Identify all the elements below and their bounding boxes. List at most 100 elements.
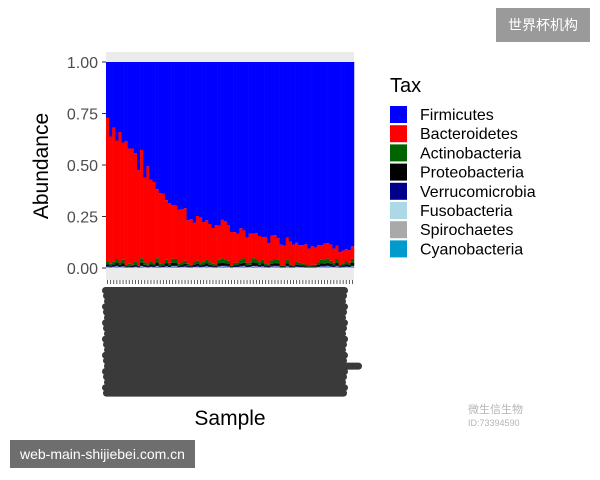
bar-segment-actinobacteria bbox=[177, 263, 181, 266]
bar-segment-verrucomicrobia bbox=[239, 265, 243, 267]
bar-segment-verrucomicrobia bbox=[127, 266, 132, 268]
bar-sample bbox=[192, 62, 197, 268]
bar-sample bbox=[301, 62, 305, 268]
bar-sample bbox=[264, 62, 268, 268]
x-tick-labels bbox=[102, 280, 362, 397]
bar-segment-actinobacteria bbox=[267, 264, 271, 267]
bar-segment-verrucomicrobia bbox=[140, 265, 144, 267]
bar-segment-firmicutes bbox=[307, 62, 311, 249]
bar-segment-bacteroidetes bbox=[127, 148, 132, 264]
bar-segment-actinobacteria bbox=[236, 262, 240, 266]
bar-segment-actinobacteria bbox=[292, 265, 296, 267]
bar-segment-firmicutes bbox=[112, 62, 116, 128]
bar-segment-bacteroidetes bbox=[192, 222, 197, 263]
bar-segment-actinobacteria bbox=[140, 258, 144, 263]
bar-segment-firmicutes bbox=[239, 62, 243, 229]
bar-sample bbox=[223, 62, 228, 268]
legend-label: Verrucomicrobia bbox=[420, 184, 536, 201]
legend-label: Spirochaetes bbox=[420, 222, 513, 239]
bar-segment-proteobacteria bbox=[180, 265, 184, 267]
bar-sample bbox=[217, 62, 221, 268]
bar-segment-actinobacteria bbox=[208, 262, 212, 265]
bar-segment-actinobacteria bbox=[329, 260, 333, 265]
x-tick-label-overlap bbox=[104, 346, 346, 354]
bar-segment-firmicutes bbox=[350, 62, 355, 247]
bar-segment-firmicutes bbox=[233, 62, 237, 233]
bar-segment-proteobacteria bbox=[292, 266, 296, 268]
bar-segment-firmicutes bbox=[109, 62, 113, 137]
bar-segment-fusobacteria bbox=[217, 266, 221, 268]
bar-segment-firmicutes bbox=[180, 62, 184, 210]
x-tick-label-overlap bbox=[103, 324, 347, 332]
bar-segment-firmicutes bbox=[279, 62, 283, 245]
bar-segment-verrucomicrobia bbox=[341, 266, 345, 268]
bar-sample bbox=[304, 62, 308, 268]
bar-segment-verrucomicrobia bbox=[223, 265, 228, 267]
bar-segment-actinobacteria bbox=[220, 258, 225, 263]
bar-segment-firmicutes bbox=[127, 62, 132, 149]
bar-segment-verrucomicrobia bbox=[180, 266, 184, 268]
bar-segment-verrucomicrobia bbox=[133, 266, 138, 267]
bar-segment-fusobacteria bbox=[223, 266, 228, 268]
bar-segment-bacteroidetes bbox=[267, 243, 271, 265]
bar-segment-actinobacteria bbox=[304, 264, 308, 267]
bar-segment-bacteroidetes bbox=[257, 235, 262, 263]
bar-segment-proteobacteria bbox=[341, 265, 345, 267]
bar-sample bbox=[208, 62, 212, 268]
bar-segment-verrucomicrobia bbox=[236, 266, 240, 268]
x-tick-label-overlap bbox=[102, 384, 348, 392]
bar-segment-bacteroidetes bbox=[140, 149, 144, 259]
bar-segment-actinobacteria bbox=[282, 265, 287, 267]
bar-segment-actinobacteria bbox=[307, 265, 311, 267]
bar-segment-actinobacteria bbox=[174, 258, 178, 264]
bar-sample bbox=[140, 62, 144, 268]
bar-segment-firmicutes bbox=[323, 62, 327, 244]
bar-segment-proteobacteria bbox=[195, 264, 200, 266]
bar-sample bbox=[106, 62, 110, 268]
bar-segment-proteobacteria bbox=[332, 265, 336, 267]
bar-segment-actinobacteria bbox=[137, 265, 141, 267]
bar-segment-bacteroidetes bbox=[285, 237, 290, 260]
bar-segment-firmicutes bbox=[140, 62, 144, 150]
bar-segment-verrucomicrobia bbox=[211, 266, 215, 268]
bar-sample bbox=[319, 62, 324, 268]
bar-segment-bacteroidetes bbox=[137, 170, 141, 266]
bar-sample bbox=[316, 62, 321, 268]
bar-segment-actinobacteria bbox=[301, 263, 305, 266]
bar-segment-verrucomicrobia bbox=[254, 265, 259, 267]
bar-sample bbox=[344, 62, 349, 268]
bar-segment-actinobacteria bbox=[245, 262, 249, 266]
bar-sample bbox=[270, 62, 274, 268]
bar-segment-verrucomicrobia bbox=[226, 265, 231, 267]
bar-segment-actinobacteria bbox=[332, 262, 336, 266]
bar-segment-bacteroidetes bbox=[180, 209, 184, 263]
bar-segment-actinobacteria bbox=[192, 262, 197, 265]
bar-segment-verrucomicrobia bbox=[298, 266, 302, 268]
bar-sample bbox=[350, 62, 355, 268]
bar-segment-verrucomicrobia bbox=[208, 266, 212, 267]
bar-segment-proteobacteria bbox=[211, 265, 215, 267]
bar-segment-actinobacteria bbox=[152, 263, 156, 266]
bar-segment-proteobacteria bbox=[270, 263, 274, 266]
bar-segment-actinobacteria bbox=[239, 260, 243, 264]
bar-segment-fusobacteria bbox=[183, 266, 187, 268]
bar-sample bbox=[233, 62, 237, 268]
x-tick-label-overlap bbox=[103, 308, 347, 316]
bar-segment-bacteroidetes bbox=[118, 132, 122, 263]
bar-segment-firmicutes bbox=[242, 62, 246, 231]
bar-segment-firmicutes bbox=[338, 62, 342, 253]
bar-segment-proteobacteria bbox=[313, 266, 318, 268]
bar-segment-actinobacteria bbox=[230, 265, 234, 267]
bar-segment-verrucomicrobia bbox=[149, 266, 153, 267]
bar-segment-bacteroidetes bbox=[208, 224, 212, 263]
bar-segment-firmicutes bbox=[208, 62, 212, 224]
bar-segment-verrucomicrobia bbox=[186, 266, 190, 268]
bar-sample bbox=[254, 62, 259, 268]
bar-segment-proteobacteria bbox=[307, 266, 311, 268]
bar-segment-proteobacteria bbox=[121, 263, 125, 266]
bar-segment-fusobacteria bbox=[174, 266, 178, 268]
bar-segment-actinobacteria bbox=[195, 260, 200, 264]
bar-segment-proteobacteria bbox=[205, 263, 209, 266]
bar-segment-verrucomicrobia bbox=[248, 266, 252, 267]
bar-segment-actinobacteria bbox=[335, 258, 339, 264]
